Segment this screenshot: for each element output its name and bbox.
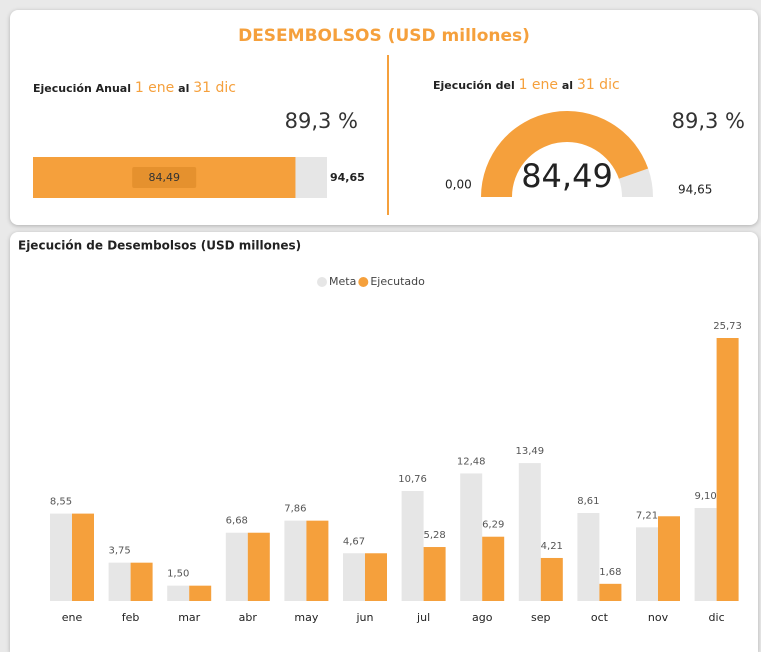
x-tick-label: ago [472,611,493,624]
bar [423,547,446,601]
kpi-graphics: 89,3 % 84,49 94,65 84,49 0,00 94,65 89,3 % [33,109,745,198]
label-text: Ejecución del [433,79,515,92]
bar [460,473,483,601]
data-label: 10,76 [398,474,427,485]
data-label: 3,75 [108,546,130,557]
value-box [132,167,197,188]
card-title: DESEMBOLSOS (USD millones) [238,26,530,46]
data-label: 4,67 [343,536,365,547]
data-label: 25,73 [713,321,742,332]
x-tick-label: feb [122,611,140,624]
data-label: 6,68 [226,516,248,527]
bar [72,513,94,601]
data-label: 6,29 [482,520,504,531]
from: 1 ene [134,80,175,96]
x-tick-label: oct [591,611,609,624]
divider [387,55,389,215]
data-label: 12,48 [457,456,486,467]
data-label: 1,50 [167,569,189,580]
x-tick-label: mar [178,611,200,624]
x-tick-label: sep [531,611,550,624]
gauge-track [618,168,653,197]
bar [401,491,424,601]
bar [189,585,212,601]
gauge-fill [481,110,649,197]
bar [284,520,307,601]
bar [247,532,270,601]
data-label: 8,55 [50,497,72,508]
chart: Ejecución de Desembolsos (USD millones) M… [18,239,742,625]
al: al [561,79,574,92]
bar [658,516,680,601]
x-tick-label: may [294,611,318,624]
annual-percent: 89,3 % [285,109,358,133]
x-tick-label: nov [648,611,669,624]
bar [540,557,563,601]
bar [306,520,329,601]
x-tick-label: jun [356,611,374,624]
bar [518,463,541,601]
bar [577,512,600,601]
gauge-min: 0,00 [445,178,472,192]
bar [343,553,365,601]
annual-label: Ejecución Anual 1 ene al 31 dic [33,80,236,96]
annual-value: 84,49 [148,171,180,184]
x-tick-label: ene [62,611,83,624]
bar [225,532,248,601]
data-label: 7,21 [636,510,658,521]
legend-swatch [358,277,369,287]
data-label: 1,68 [599,567,621,578]
gauge-label: Ejecución del 1 ene al 31 dic [433,77,620,93]
x-tick-label: abr [239,611,258,624]
kpi-card: DESEMBOLSOS (USD millones) Ejecución Anu… [10,10,758,225]
annual-target: 94,65 [330,171,365,184]
data-label: 7,86 [284,504,306,515]
al: al [178,82,190,95]
bar [599,583,622,601]
to: 31 dic [193,80,236,96]
bar [365,553,387,601]
gauge-value: 84,49 [521,157,613,195]
data-label: 8,61 [577,496,599,507]
data-label: 9,10 [694,491,716,502]
gauge-percent: 89,3 % [672,109,745,133]
bar [636,527,658,601]
bar [694,507,717,601]
bar [108,562,131,601]
chart-title: Ejecución de Desembolsos (USD millones) [18,239,301,253]
legend-label: Ejecutado [370,275,425,288]
bar [130,562,153,601]
label-text: Ejecución Anual [33,82,131,95]
data-label: 4,21 [541,541,563,552]
bar [50,513,72,601]
from: 1 ene [518,77,559,93]
to: 31 dic [576,77,620,93]
chart-card: Ejecución de Desembolsos (USD millones) M… [10,232,758,652]
legend-swatch [317,277,327,287]
data-label: 13,49 [515,446,544,457]
x-tick-label: jul [416,611,430,624]
bar [167,585,190,601]
bar [482,536,505,601]
legend-label: Meta [329,275,356,288]
bar [716,338,739,601]
x-tick-label: dic [709,611,725,624]
gauge-max: 94,65 [678,183,712,197]
data-label: 5,28 [423,530,445,541]
